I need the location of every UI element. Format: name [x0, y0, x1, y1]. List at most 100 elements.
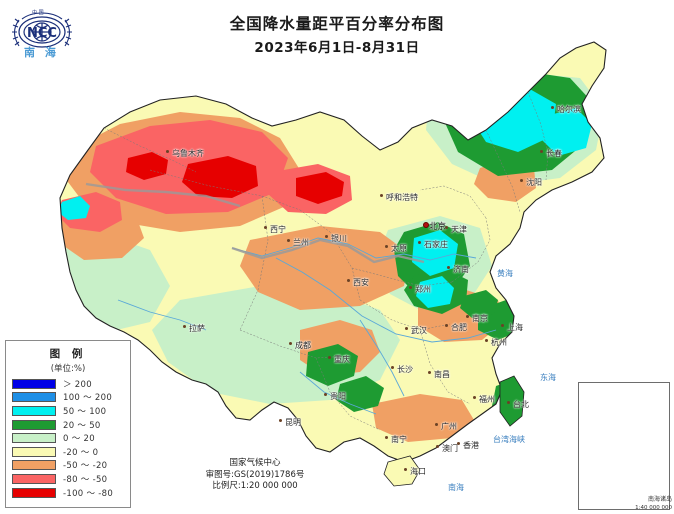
city-label: 上海 — [507, 323, 523, 332]
legend-color-swatch — [12, 392, 56, 403]
credits-approval-number: 审图号:GS(2019)1786号 — [205, 469, 305, 480]
legend-range-label: -20 ～ 0 — [63, 447, 99, 458]
china-national-border — [59, 41, 607, 463]
city-label: 拉萨 — [189, 324, 205, 333]
hainan-island — [383, 455, 421, 487]
city-marker-dot — [405, 327, 408, 330]
city-label: 广州 — [441, 422, 457, 431]
south-china-sea-inset-map — [578, 382, 670, 510]
city-marker-dot — [183, 325, 186, 328]
city-label: 天津 — [451, 225, 467, 234]
legend-range-label: -50 ～ -20 — [63, 461, 108, 472]
credits-block: 国家气候中心 审图号:GS(2019)1786号 比例尺:1:20 000 00… — [140, 458, 370, 493]
legend-color-swatch — [12, 419, 56, 430]
city-label: 银川 — [331, 234, 347, 243]
city-label: 福州 — [479, 395, 495, 404]
legend-row: 100 ～ 200 — [12, 391, 130, 405]
city-marker-dot — [473, 396, 476, 399]
legend-panel: 图 例 (单位:%) ＞ 200 100 ～ 200 50 ～ 100 20 ～ 50… — [5, 340, 131, 508]
legend-row: -100 ～ -80 — [12, 486, 130, 500]
city-marker-dot — [423, 222, 429, 228]
inset-scale-label: 1:40 000 000 — [635, 505, 672, 511]
city-marker-dot — [418, 241, 421, 244]
city-marker-dot — [328, 356, 331, 359]
city-marker-dot — [279, 419, 282, 422]
city-marker-dot — [325, 235, 328, 238]
credits-organization: 国家气候中心 — [229, 458, 281, 468]
inset-sea-label: 南 海 — [24, 46, 59, 59]
legend-row: ＞ 200 — [12, 377, 130, 391]
city-label: 西安 — [353, 278, 369, 287]
city-label: 北京 — [429, 222, 447, 232]
city-label: 成都 — [295, 341, 311, 350]
legend-row: 50 ～ 100 — [12, 404, 130, 418]
city-label: 重庆 — [334, 355, 350, 364]
city-label: 南京 — [472, 314, 488, 323]
city-label: 南宁 — [391, 435, 407, 444]
legend-row: 20 ～ 50 — [12, 418, 130, 432]
city-label: 南昌 — [434, 370, 450, 379]
north-river — [85, 182, 241, 208]
sea-label: 南海 — [448, 483, 464, 492]
credits-scale: 比例尺:1:20 000 000 — [212, 481, 298, 491]
city-marker-dot — [347, 279, 350, 282]
city-marker-dot — [445, 226, 448, 229]
legend-range-label: 50 ～ 100 — [63, 406, 107, 417]
city-marker-dot — [551, 106, 554, 109]
legend-row: -20 ～ 0 — [12, 445, 130, 459]
city-marker-dot — [264, 226, 267, 229]
city-label: 香港 — [463, 441, 479, 450]
legend-rows: ＞ 200 100 ～ 200 50 ～ 100 20 ～ 50 0 ～ 20 -20 ～… — [6, 377, 130, 499]
city-marker-dot — [485, 339, 488, 342]
legend-color-swatch — [12, 433, 56, 444]
legend-range-label: ＞ 200 — [63, 379, 92, 390]
page-subtitle: 2023年6月1日-8月31日 — [254, 40, 420, 56]
legend-color-swatch — [12, 378, 56, 389]
yellow-river — [231, 238, 425, 264]
city-marker-dot — [324, 393, 327, 396]
legend-color-swatch — [12, 473, 56, 484]
city-marker-dot — [540, 150, 543, 153]
legend-title: 图 例 — [49, 348, 87, 360]
city-label: 西宁 — [270, 225, 286, 234]
svg-text:中 国: 中 国 — [32, 9, 44, 16]
city-label: 澳门 — [442, 444, 458, 453]
legend-range-label: 100 ～ 200 — [63, 393, 113, 404]
city-label: 哈尔滨 — [557, 105, 581, 114]
legend-range-label: -100 ～ -80 — [63, 488, 114, 499]
city-marker-dot — [166, 150, 169, 153]
city-label: 兰州 — [293, 238, 309, 247]
legend-color-swatch — [12, 460, 56, 471]
city-marker-dot — [404, 468, 407, 471]
city-marker-dot — [391, 366, 394, 369]
city-label: 太原 — [391, 244, 407, 253]
city-label: 长沙 — [397, 365, 413, 374]
legend-color-swatch — [12, 446, 56, 457]
city-marker-dot — [507, 401, 510, 404]
city-label: 昆明 — [285, 418, 301, 427]
city-marker-dot — [466, 315, 469, 318]
city-marker-dot — [447, 266, 450, 269]
city-marker-dot — [380, 194, 383, 197]
city-marker-dot — [428, 371, 431, 374]
city-marker-dot — [501, 324, 504, 327]
logo-acronym: NCC — [27, 26, 57, 41]
city-label: 长春 — [546, 149, 562, 158]
province-boundaries — [103, 91, 549, 431]
sea-label: 台湾海峡 — [493, 435, 525, 444]
city-label: 济南 — [453, 265, 469, 274]
city-marker-dot — [385, 436, 388, 439]
city-marker-dot — [457, 442, 460, 445]
city-marker-dot — [385, 245, 388, 248]
legend-range-label: 0 ～ 20 — [63, 434, 95, 445]
city-label: 海口 — [410, 467, 426, 476]
legend-unit: (单位:%) — [50, 364, 86, 374]
city-marker-dot — [520, 179, 523, 182]
rivers-layer — [117, 237, 497, 415]
city-label: 沈阳 — [526, 178, 542, 187]
city-label: 呼和浩特 — [386, 193, 418, 202]
page-title: 全国降水量距平百分率分布图 — [229, 15, 445, 33]
title-block: 全国降水量距平百分率分布图 2023年6月1日-8月31日 — [0, 14, 674, 58]
legend-row: -80 ～ -50 — [12, 472, 130, 486]
